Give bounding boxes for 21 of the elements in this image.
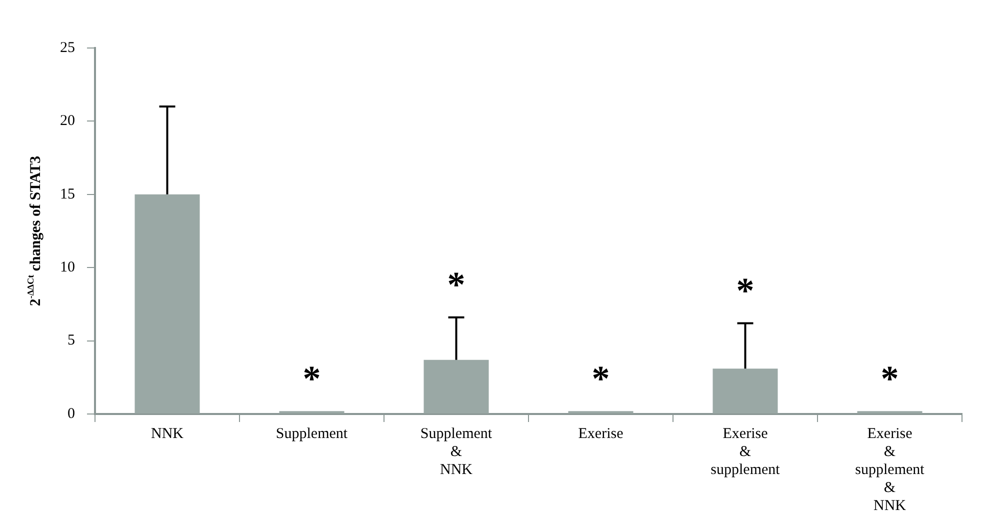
x-tick-label: Exerise & supplement xyxy=(710,426,781,478)
x-tick-label: Supplement xyxy=(276,426,348,442)
annotation: * xyxy=(736,270,754,311)
annotation: * xyxy=(592,358,610,398)
bar xyxy=(712,368,778,414)
annotation: * xyxy=(880,358,899,398)
x-tick-label: NNK xyxy=(151,426,184,442)
x-tick-label: Supplement & NNK xyxy=(420,426,493,478)
y-tick-label: 20 xyxy=(60,113,75,130)
bar xyxy=(134,194,200,414)
y-tick-label: 10 xyxy=(60,260,75,276)
annotation: * xyxy=(302,358,321,398)
x-tick-label: Exerise & supplement & NNK xyxy=(855,426,926,514)
x-tick-label: Exerise xyxy=(578,426,624,442)
y-tick-label: 25 xyxy=(60,40,75,56)
y-tick-label: 15 xyxy=(60,186,75,202)
y-tick-label: 5 xyxy=(68,332,75,349)
bar xyxy=(424,360,489,414)
y-axis-title: 2-ΔΔCt changes of STAT3 xyxy=(25,156,44,306)
annotation: * xyxy=(447,264,466,305)
y-tick-label: 0 xyxy=(68,406,75,422)
